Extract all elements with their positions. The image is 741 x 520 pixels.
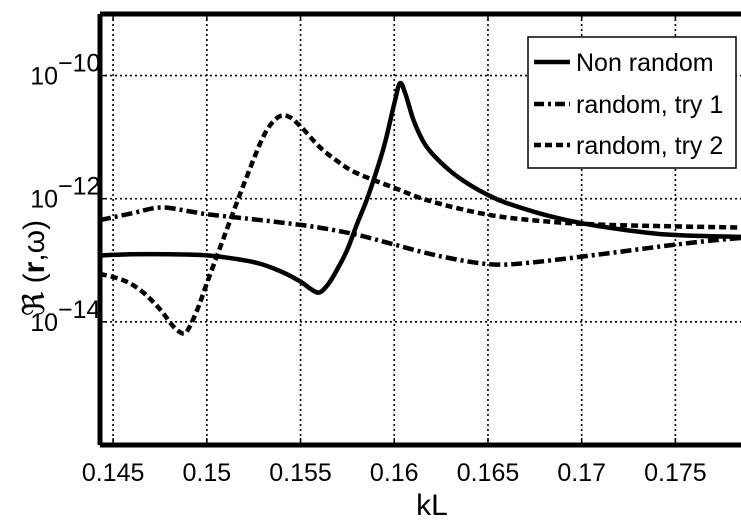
- x-axis-label: kL: [416, 489, 448, 520]
- y-axis-label-open: (: [18, 273, 51, 291]
- x-tick-label-0: 0.145: [82, 459, 145, 487]
- y-tick-label-base-2: 10: [30, 63, 58, 91]
- x-tick-label-5: 0.17: [557, 459, 606, 487]
- x-tick-label-1: 0.15: [182, 459, 231, 487]
- series-line-non-random: [99, 80, 741, 295]
- series: [99, 80, 741, 336]
- y-tick-label-2: 10 −10: [30, 50, 100, 91]
- frame: [97, 11, 741, 448]
- y-axis-label-group: ℜ (r,ω): [17, 220, 52, 316]
- legend-label-random-try-2: random, try 2: [576, 132, 723, 160]
- y-tick-label-0: 10 −14: [30, 296, 100, 337]
- series-line-random-try-2: [99, 113, 741, 336]
- x-tick-label-2: 0.155: [269, 459, 332, 487]
- y-tick-label-exponent-1: −12: [58, 173, 100, 201]
- series-line-random-try-1: [99, 205, 741, 267]
- y-axis-label-rest: ,ω): [18, 220, 51, 262]
- legend: Non random random, try 1 random, try 2: [527, 36, 737, 169]
- y-tick-label-exponent-0: −14: [58, 296, 101, 324]
- legend-label-random-try-1: random, try 1: [576, 91, 723, 119]
- x-tick-label-6: 0.175: [644, 459, 707, 487]
- x-tick-label-3: 0.16: [370, 459, 419, 487]
- y-axis-label-symbol: ℜ: [17, 291, 52, 316]
- y-axis-label-vector: r: [18, 261, 51, 273]
- y-tick-label-exponent-2: −10: [58, 50, 100, 78]
- legend-label-non-random: Non random: [576, 49, 714, 77]
- y-axis-label: ℜ (r,ω): [17, 220, 52, 316]
- y-tick-label-1: 10 −12: [30, 173, 100, 214]
- x-tick-label-4: 0.165: [457, 459, 520, 487]
- y-tick-label-base-1: 10: [30, 186, 58, 214]
- y-tick-label-base-0: 10: [30, 309, 58, 337]
